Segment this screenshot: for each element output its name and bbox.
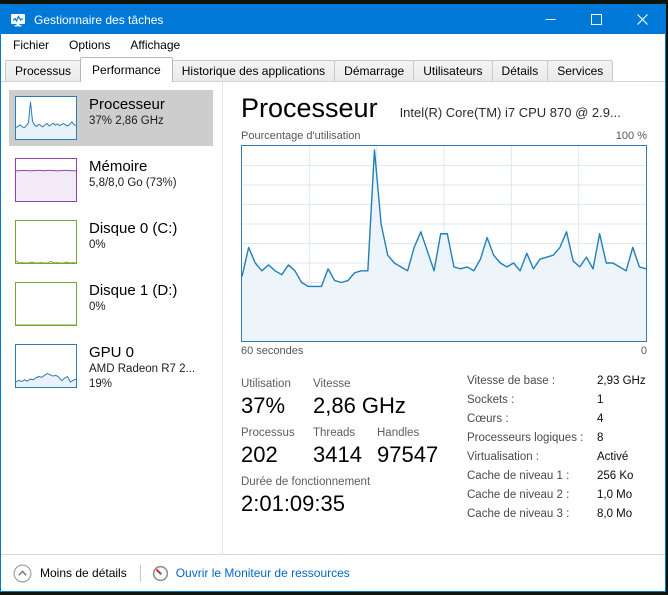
resource-monitor-icon — [152, 565, 168, 581]
window-controls — [527, 5, 665, 34]
sidebar-item-disk0[interactable]: Disque 0 (C:) 0% — [9, 214, 213, 270]
sidebar-item-memory[interactable]: Mémoire 5,8/8,0 Go (73%) — [9, 152, 213, 208]
close-button[interactable] — [619, 5, 665, 34]
sidebar-item-gpu[interactable]: GPU 0 AMD Radeon R7 2... 19% — [9, 338, 213, 394]
chevron-up-circle-icon — [13, 564, 32, 582]
maximize-icon — [590, 14, 602, 25]
tab-details[interactable]: Détails — [491, 60, 549, 81]
chart-x-left-label: 60 secondes — [241, 345, 304, 357]
cpu-utilization-chart — [241, 145, 647, 342]
cpu-model-name: Intel(R) Core(TM) i7 CPU 870 @ 2.9... — [399, 105, 621, 120]
cpu-sparkline-chart — [15, 96, 77, 140]
task-manager-window: Gestionnaire des tâches Fichier Options … — [0, 4, 666, 592]
threads-label: Threads — [313, 427, 356, 439]
cpu-stats: Utilisation 37% Vitesse 2,86 GHz Process… — [241, 371, 647, 523]
chart-y-max-label: 100 % — [615, 130, 647, 142]
processus-label: Processus — [241, 427, 295, 439]
performance-sidebar: Processeur 37% 2,86 GHz Mémoire 5,8/8,0 … — [1, 82, 223, 554]
sidebar-item-cpu[interactable]: Processeur 37% 2,86 GHz — [9, 90, 213, 146]
handles-label: Handles — [377, 427, 420, 439]
disk0-item-stats: 0% — [89, 239, 106, 251]
cpu-static-stats: Vitesse de base : 2,93 GHz Sockets : 1 C… — [467, 371, 647, 523]
app-icon — [11, 13, 25, 26]
tab-utilisateurs[interactable]: Utilisateurs — [413, 60, 493, 81]
uptime-value: 2:01:09:35 — [241, 491, 345, 516]
content-area: Processeur 37% 2,86 GHz Mémoire 5,8/8,0 … — [1, 82, 665, 554]
stat-row-l3-cache: Cache de niveau 3 : 8,0 Mo — [467, 507, 633, 520]
less-details-button[interactable]: Moins de détails — [13, 564, 127, 583]
cpu-detail-panel: Processeur Intel(R) Core(TM) i7 CPU 870 … — [223, 82, 665, 554]
stat-row-logical-processors: Processeurs logiques : 8 — [467, 431, 604, 444]
tab-historique-des-applications[interactable]: Historique des applications — [171, 60, 336, 81]
handles-value: 97547 — [377, 442, 439, 467]
utilisation-label: Utilisation — [241, 378, 291, 390]
menu-affichage[interactable]: Affichage — [130, 38, 181, 52]
title-bar: Gestionnaire des tâches — [1, 5, 665, 34]
utilisation-value: 37% — [241, 393, 286, 418]
panel-header: Processeur Intel(R) Core(TM) i7 CPU 870 … — [241, 92, 647, 124]
processus-value: 202 — [241, 442, 278, 467]
chart-y-axis-title: Pourcentage d'utilisation — [241, 130, 361, 142]
stat-row-cores: Cœurs : 4 — [467, 412, 604, 425]
close-icon — [636, 14, 648, 25]
cpu-item-title: Processeur — [89, 96, 165, 113]
tab-processus[interactable]: Processus — [5, 60, 82, 81]
memory-sparkline-chart — [15, 158, 77, 202]
memory-item-stats: 5,8/8,0 Go (73%) — [89, 177, 177, 189]
disk1-item-title: Disque 1 (D:) — [89, 282, 178, 299]
stat-row-virtualization: Virtualisation : Activé — [467, 450, 629, 463]
cpu-dynamic-stats: Utilisation 37% Vitesse 2,86 GHz Process… — [241, 371, 453, 523]
vitesse-value: 2,86 GHz — [313, 393, 406, 418]
tab-demarrage[interactable]: Démarrage — [334, 60, 415, 81]
gpu-item-name: AMD Radeon R7 2... — [89, 363, 196, 375]
stat-row-l1-cache: Cache de niveau 1 : 256 Ko — [467, 469, 634, 482]
sidebar-item-disk1[interactable]: Disque 1 (D:) 0% — [9, 276, 213, 332]
disk1-item-stats: 0% — [89, 301, 106, 313]
disk0-sparkline-chart — [15, 220, 77, 264]
gpu-item-stats: 19% — [89, 378, 113, 390]
vitesse-label: Vitesse — [313, 378, 351, 390]
stat-row-base-speed: Vitesse de base : 2,93 GHz — [467, 374, 646, 387]
menu-bar: Fichier Options Affichage — [1, 34, 665, 56]
footer-bar: Moins de détails Ouvrir le Moniteur de r… — [1, 554, 665, 591]
minimize-icon — [545, 19, 555, 20]
chart-x-right-label: 0 — [640, 345, 647, 357]
uptime-label: Durée de fonctionnement — [241, 476, 371, 488]
disk1-sparkline-chart — [15, 282, 77, 326]
gpu-sparkline-chart — [15, 344, 77, 388]
disk0-item-title: Disque 0 (C:) — [89, 220, 178, 237]
minimize-button[interactable] — [527, 5, 573, 34]
cpu-item-stats: 37% 2,86 GHz — [89, 115, 164, 127]
tab-strip: Processus Performance Historique des app… — [1, 56, 665, 82]
less-details-label: Moins de détails — [40, 566, 127, 580]
tab-services[interactable]: Services — [547, 60, 614, 81]
stat-row-l2-cache: Cache de niveau 2 : 1,0 Mo — [467, 488, 633, 501]
threads-value: 3414 — [313, 442, 362, 467]
tab-performance[interactable]: Performance — [80, 57, 173, 82]
maximize-button[interactable] — [573, 5, 619, 34]
panel-title: Processeur — [241, 93, 378, 123]
memory-item-title: Mémoire — [89, 158, 148, 175]
window-title: Gestionnaire des tâches — [34, 12, 164, 27]
menu-options[interactable]: Options — [69, 38, 111, 52]
open-resource-monitor-link[interactable]: Ouvrir le Moniteur de ressources — [152, 565, 350, 582]
resource-monitor-label: Ouvrir le Moniteur de ressources — [175, 566, 350, 580]
stat-row-sockets: Sockets : 1 — [467, 393, 604, 406]
menu-fichier[interactable]: Fichier — [13, 38, 50, 52]
gpu-item-title: GPU 0 — [89, 344, 135, 361]
footer-divider — [139, 564, 141, 582]
